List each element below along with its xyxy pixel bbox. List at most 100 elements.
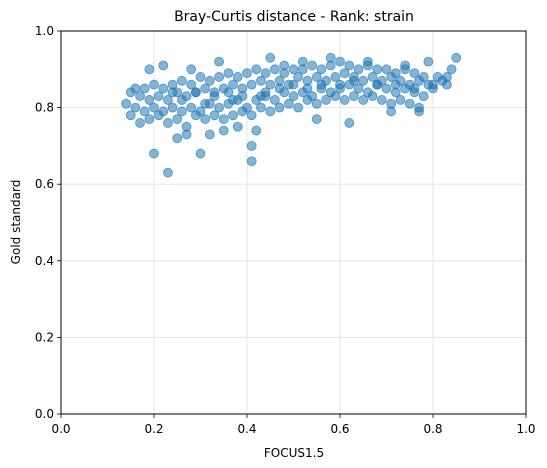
scatter-point xyxy=(163,95,173,105)
scatter-point xyxy=(242,102,252,113)
scatter-point xyxy=(256,75,266,86)
scatter-point xyxy=(386,106,397,117)
scatter-point xyxy=(144,95,155,105)
y-tick-label: 0.6 xyxy=(35,177,54,191)
scatter-point xyxy=(246,140,257,151)
scatter-point xyxy=(358,95,369,105)
scatter-point xyxy=(260,68,271,79)
scatter-point xyxy=(307,91,318,102)
scatter-point xyxy=(176,95,187,105)
scatter-point xyxy=(316,64,327,75)
y-tick-label: 1.0 xyxy=(35,24,54,38)
plot-frame xyxy=(60,30,527,415)
scatter-point xyxy=(237,91,248,102)
scatter-point xyxy=(214,102,225,113)
scatter-point xyxy=(311,114,322,124)
scatter-point xyxy=(316,79,327,90)
scatter-point xyxy=(153,91,164,102)
scatter-point xyxy=(297,56,308,67)
scatter-point xyxy=(251,64,262,75)
scatter-point xyxy=(269,95,280,105)
scatter-point xyxy=(260,87,271,98)
x-tick-label: 1.0 xyxy=(516,422,535,436)
scatter-point xyxy=(228,110,238,121)
scatter-point xyxy=(125,110,136,121)
x-axis-label: FOCUS1.5 xyxy=(264,446,324,460)
scatter-point xyxy=(283,98,294,109)
y-axis-label: Gold standard xyxy=(9,180,23,265)
scatter-point xyxy=(209,110,220,121)
scatter-point xyxy=(414,106,424,117)
scatter-points xyxy=(121,52,462,178)
scatter-point xyxy=(307,60,318,71)
scatter-point xyxy=(144,64,155,75)
scatter-point xyxy=(214,72,225,82)
scatter-point xyxy=(418,72,429,82)
scatter-point xyxy=(195,106,206,117)
scatter-point xyxy=(265,79,276,90)
scatter-point xyxy=(311,72,322,82)
scatter-point xyxy=(223,87,234,98)
scatter-point xyxy=(186,102,197,113)
scatter-point xyxy=(344,118,355,128)
scatter-point xyxy=(321,95,331,105)
scatter-point xyxy=(335,79,345,90)
scatter-point xyxy=(204,129,215,140)
scatter-point xyxy=(130,83,141,94)
scatter-point xyxy=(428,79,438,90)
scatter-point xyxy=(144,114,155,124)
y-axis: 0.0 0.2 0.4 0.6 0.8 1.0 xyxy=(35,24,61,421)
scatter-point xyxy=(279,60,290,71)
scatter-point xyxy=(390,79,401,90)
scatter-point xyxy=(293,102,304,113)
scatter-point xyxy=(339,68,350,79)
scatter-point xyxy=(167,87,178,98)
scatter-point xyxy=(335,56,345,67)
scatter-point xyxy=(344,60,355,71)
scatter-point xyxy=(218,114,229,124)
scatter-point xyxy=(163,167,173,178)
scatter-point xyxy=(158,83,169,94)
scatter-point xyxy=(200,98,211,109)
scatter-point xyxy=(358,75,369,86)
scatter-point xyxy=(293,72,304,82)
scatter-point xyxy=(246,156,257,167)
x-tick-label: 0.8 xyxy=(423,422,442,436)
scatter-point xyxy=(149,102,159,113)
x-tick-label: 0.0 xyxy=(51,422,70,436)
y-tick-label: 0.8 xyxy=(35,101,54,115)
scatter-point xyxy=(265,52,276,63)
scatter-point xyxy=(139,83,150,94)
scatter-point xyxy=(232,121,243,132)
scatter-point xyxy=(256,102,266,113)
scatter-point xyxy=(409,68,420,79)
x-tick-label: 0.4 xyxy=(237,422,256,436)
scatter-point xyxy=(223,68,234,79)
scatter-point xyxy=(395,95,406,105)
scatter-point xyxy=(400,60,411,71)
scatter-point xyxy=(404,98,415,109)
scatter-point xyxy=(330,72,341,82)
scatter-point xyxy=(265,106,276,117)
scatter-point xyxy=(176,106,187,117)
scatter-point xyxy=(353,83,364,94)
scatter-point xyxy=(172,133,183,144)
scatter-point xyxy=(442,72,452,82)
scatter-point xyxy=(135,91,145,102)
scatter-point xyxy=(288,79,299,90)
scatter-point xyxy=(446,64,457,75)
scatter-point xyxy=(200,83,211,94)
scatter-point xyxy=(139,106,150,117)
scatter-point xyxy=(149,79,159,90)
scatter-point xyxy=(349,91,359,102)
scatter-point xyxy=(167,102,178,113)
scatter-point xyxy=(176,75,187,86)
scatter-point xyxy=(372,79,383,90)
scatter-point xyxy=(274,83,285,94)
scatter-point xyxy=(325,52,336,63)
scatter-point xyxy=(163,118,173,128)
scatter-point xyxy=(228,95,238,105)
scatter-point xyxy=(339,95,350,105)
x-tick-label: 0.6 xyxy=(330,422,349,436)
